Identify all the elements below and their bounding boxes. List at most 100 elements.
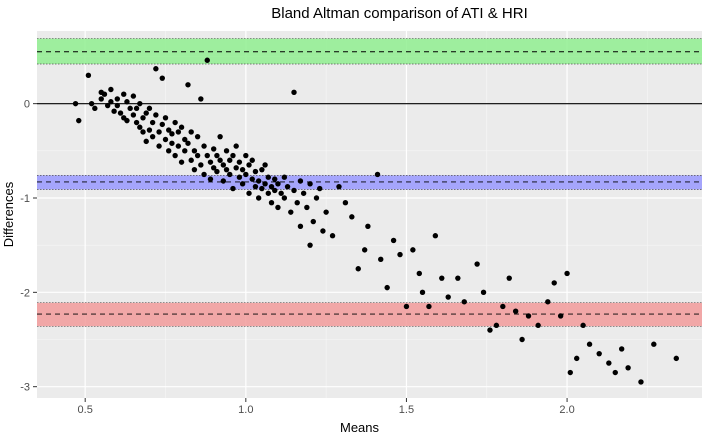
data-point [156,129,162,135]
data-point [185,140,191,146]
data-point [268,183,275,190]
data-point [297,223,304,229]
data-point [198,96,204,102]
data-point [651,341,657,347]
data-point [262,162,268,168]
data-point [355,266,361,272]
data-point [255,195,262,201]
data-point [329,233,336,239]
data-point [169,131,175,137]
data-point [262,181,268,187]
data-point [214,152,220,159]
data-point [519,336,525,343]
data-point [564,270,570,277]
data-point [149,119,156,126]
data-point [512,308,519,314]
data-point [198,162,204,168]
data-point [580,322,586,329]
data-point [223,166,230,173]
data-point [304,204,310,211]
data-point [307,181,313,187]
data-point [252,183,259,190]
data-point [130,112,137,118]
x-tick-label: 1.5 [399,404,414,416]
y-tick-label: -3 [20,382,30,394]
data-point [188,129,194,135]
x-tick-label: 1.0 [238,404,253,416]
data-point [92,105,98,112]
data-point [249,176,255,182]
data-point [207,159,214,165]
data-point [140,115,146,121]
data-point [480,289,487,296]
data-points [72,57,679,385]
data-point [185,82,191,88]
data-point [252,168,259,175]
data-point [313,195,320,201]
data-point [214,168,220,175]
data-point [390,237,397,244]
data-point [227,171,233,178]
data-point [239,166,246,173]
data-point [259,166,265,173]
data-point [618,346,625,352]
data-point [426,303,432,310]
data-point [201,143,207,149]
data-point [586,341,593,347]
data-point [217,157,223,163]
data-point [191,166,198,173]
data-point [416,270,422,277]
data-point [233,165,239,171]
limit-band-1 [37,38,702,65]
data-point [323,209,329,215]
data-point [111,108,117,114]
data-point [493,322,500,329]
data-point [342,200,349,206]
data-point [182,148,188,154]
data-point [557,313,564,319]
data-point [374,171,381,178]
y-tick-label: -2 [20,287,30,299]
limit-band-2 [37,175,702,190]
data-point [300,190,307,196]
data-point [291,89,297,96]
data-point [124,117,130,124]
data-point [307,242,313,248]
data-point [545,299,551,305]
data-point [117,110,124,116]
data-point [365,223,371,229]
x-axis-ticks: 0.5 1.0 1.5 2.0 [78,398,575,416]
data-point [98,96,104,102]
data-point [410,247,416,253]
plot-panel [37,31,702,398]
data-point [223,148,230,154]
data-point [159,121,165,128]
data-point [461,299,467,305]
data-point [121,91,127,97]
data-point [612,369,618,376]
data-point [455,275,461,281]
limit-band-3 [37,302,702,327]
data-point [162,115,169,121]
data-point [233,143,239,149]
data-point [243,152,249,159]
data-point [294,200,300,206]
x-tick-label: 2.0 [559,404,574,416]
data-point [246,190,252,196]
x-tick-label: 0.5 [78,404,93,416]
data-point [133,119,140,126]
data-point [204,57,210,63]
data-point [445,294,451,300]
x-axis-label: Means [340,420,380,435]
data-point [143,110,149,116]
data-point [596,350,602,357]
data-point [162,136,169,143]
data-point [336,183,342,190]
data-point [259,185,265,192]
y-tick-label: 0 [24,99,30,111]
data-point [397,251,403,258]
data-point [265,190,272,196]
data-point [124,99,130,105]
data-point [101,91,108,97]
data-point [178,124,185,130]
